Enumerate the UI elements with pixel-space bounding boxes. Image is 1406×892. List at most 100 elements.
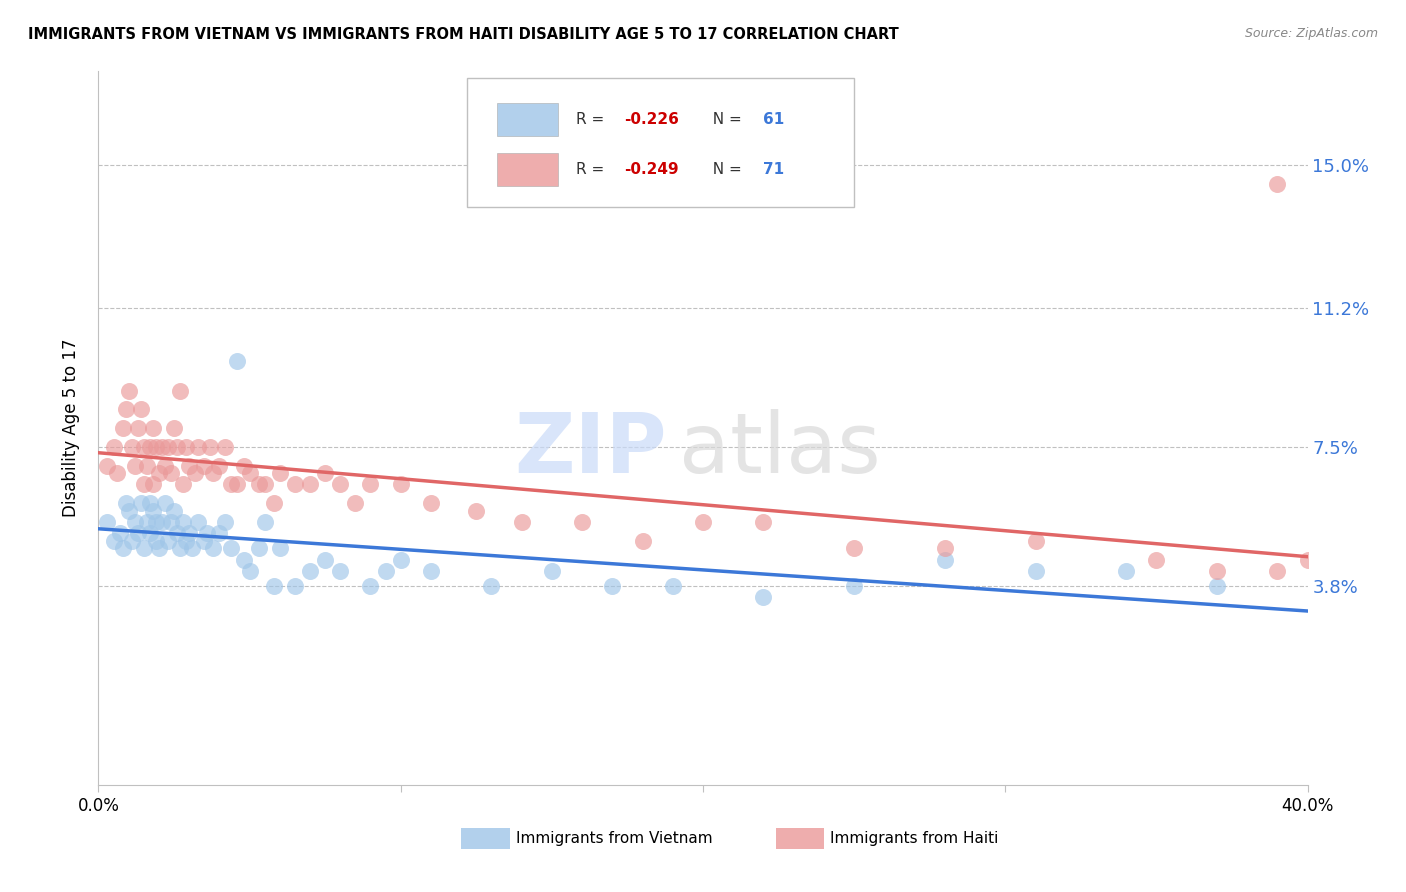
Point: [284, 477, 307, 491]
Point: [934, 541, 956, 556]
Point: [145, 515, 167, 529]
Point: [121, 440, 143, 454]
Point: [752, 515, 775, 529]
Point: [145, 533, 167, 548]
Point: [752, 590, 775, 604]
Point: [135, 515, 157, 529]
Point: [299, 477, 322, 491]
Point: [118, 504, 141, 518]
Point: [148, 467, 170, 481]
Point: [314, 552, 336, 566]
Point: [169, 384, 191, 398]
Point: [481, 579, 503, 593]
Point: [844, 541, 866, 556]
Point: [269, 541, 291, 556]
Point: [172, 477, 194, 491]
Point: [195, 526, 218, 541]
Point: [253, 477, 276, 491]
Point: [344, 496, 367, 510]
Point: [214, 440, 236, 454]
Point: [232, 552, 254, 566]
Text: IMMIGRANTS FROM VIETNAM VS IMMIGRANTS FROM HAITI DISABILITY AGE 5 TO 17 CORRELAT: IMMIGRANTS FROM VIETNAM VS IMMIGRANTS FR…: [28, 27, 898, 42]
Point: [360, 477, 382, 491]
Point: [389, 477, 412, 491]
FancyBboxPatch shape: [461, 828, 509, 849]
Point: [1115, 564, 1137, 578]
Point: [142, 477, 165, 491]
Point: [208, 458, 231, 473]
Point: [202, 541, 225, 556]
Text: ZIP: ZIP: [515, 409, 666, 490]
Point: [111, 541, 134, 556]
Point: [153, 496, 176, 510]
Point: [329, 477, 352, 491]
Point: [1296, 552, 1319, 566]
Point: [184, 467, 207, 481]
Point: [124, 515, 146, 529]
Point: [150, 440, 173, 454]
FancyBboxPatch shape: [467, 78, 855, 207]
Text: Immigrants from Haiti: Immigrants from Haiti: [830, 831, 998, 846]
Point: [221, 477, 243, 491]
Point: [202, 467, 225, 481]
Point: [389, 552, 412, 566]
FancyBboxPatch shape: [498, 103, 558, 136]
Point: [420, 564, 443, 578]
Point: [181, 541, 204, 556]
Point: [169, 541, 191, 556]
Point: [247, 477, 270, 491]
Y-axis label: Disability Age 5 to 17: Disability Age 5 to 17: [62, 339, 80, 517]
Point: [232, 458, 254, 473]
Point: [1267, 177, 1289, 191]
Point: [166, 440, 188, 454]
Point: [187, 515, 209, 529]
Point: [127, 526, 149, 541]
Point: [132, 477, 155, 491]
Point: [139, 526, 162, 541]
FancyBboxPatch shape: [498, 153, 558, 186]
Point: [420, 496, 443, 510]
FancyBboxPatch shape: [776, 828, 824, 849]
Point: [360, 579, 382, 593]
Point: [150, 515, 173, 529]
Point: [269, 467, 291, 481]
Point: [631, 533, 654, 548]
Point: [465, 504, 488, 518]
Point: [156, 533, 179, 548]
Point: [160, 515, 183, 529]
Point: [145, 440, 167, 454]
Point: [114, 402, 136, 417]
Point: [692, 515, 714, 529]
Point: [174, 440, 197, 454]
Point: [111, 421, 134, 435]
Point: [105, 467, 128, 481]
Point: [132, 541, 155, 556]
Text: R =: R =: [576, 162, 609, 177]
Text: N =: N =: [703, 112, 747, 127]
Point: [96, 515, 118, 529]
Point: [193, 533, 215, 548]
Point: [844, 579, 866, 593]
Point: [139, 440, 162, 454]
Point: [221, 541, 243, 556]
Point: [96, 458, 118, 473]
Point: [148, 541, 170, 556]
Point: [1024, 533, 1046, 548]
Point: [208, 526, 231, 541]
Text: R =: R =: [576, 112, 609, 127]
Point: [179, 526, 201, 541]
Point: [1206, 579, 1229, 593]
Text: N =: N =: [703, 162, 747, 177]
Point: [156, 440, 179, 454]
Point: [263, 496, 285, 510]
Point: [284, 579, 307, 593]
Point: [139, 496, 162, 510]
Text: -0.226: -0.226: [624, 112, 679, 127]
Point: [187, 440, 209, 454]
Point: [129, 496, 152, 510]
Point: [103, 533, 125, 548]
Point: [160, 467, 183, 481]
Text: Immigrants from Vietnam: Immigrants from Vietnam: [516, 831, 713, 846]
Point: [121, 533, 143, 548]
Point: [193, 458, 215, 473]
